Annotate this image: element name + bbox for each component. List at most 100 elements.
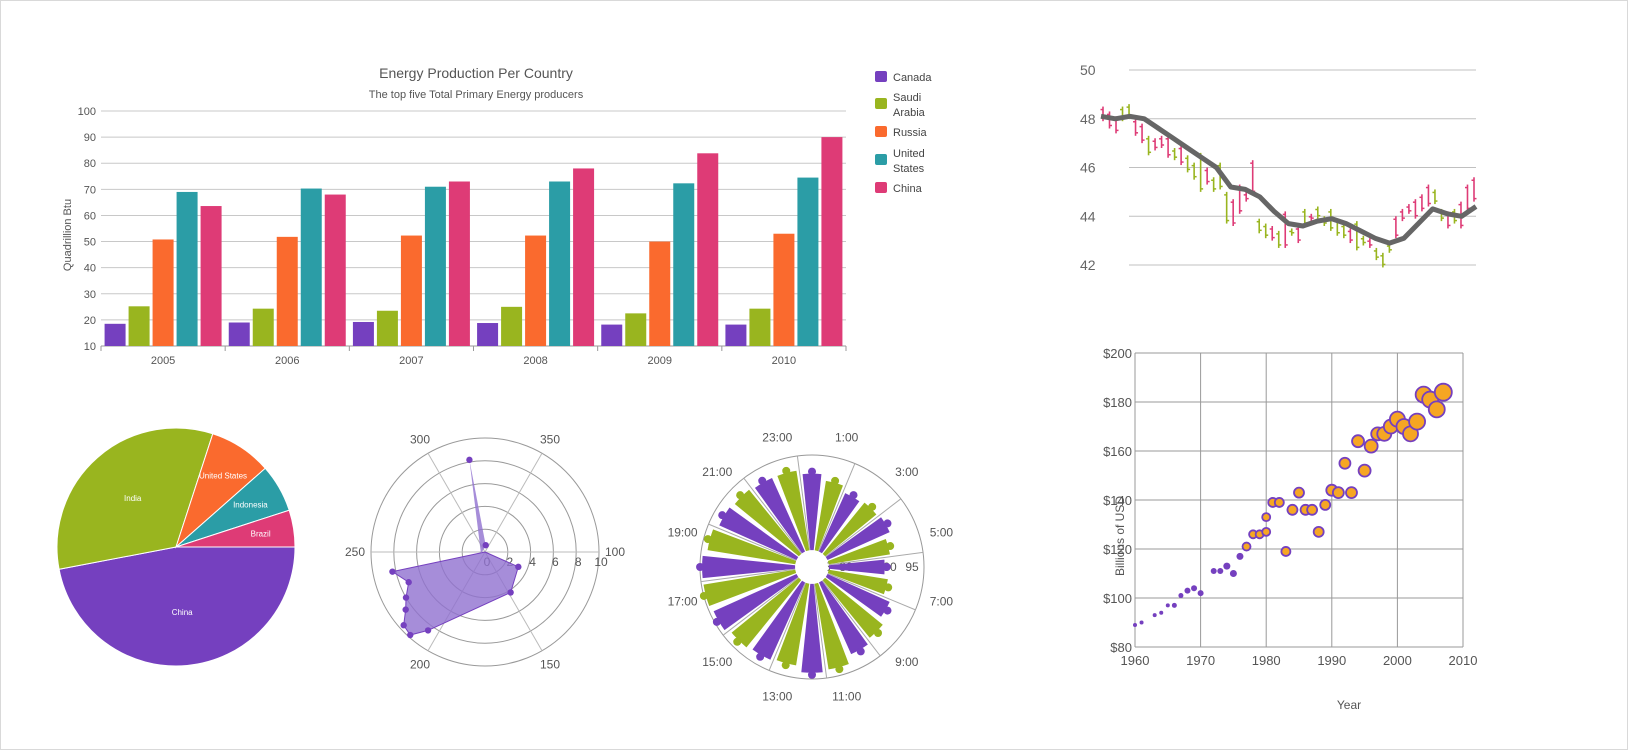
pie-slice-label: Brazil xyxy=(251,530,271,539)
polar-point xyxy=(507,589,514,596)
bubble-point xyxy=(1210,568,1217,575)
bar-saudi-arabia xyxy=(376,310,398,346)
radial-bar-dot xyxy=(882,563,891,571)
radial-bar-dot xyxy=(696,563,705,571)
bubble-point xyxy=(1345,486,1358,500)
pie-chart: China India United States Indonesia Brazil xyxy=(56,427,296,667)
bubble-point xyxy=(1159,610,1164,615)
bar-united-states xyxy=(673,183,695,346)
radial-bar-dot xyxy=(703,535,712,544)
hour-tick-label: 17:00 xyxy=(668,595,698,609)
x-tick-label: 2008 xyxy=(523,355,547,367)
radial-spoke xyxy=(743,477,803,554)
bar-saudi-arabia xyxy=(749,308,771,346)
y-tick-label: 30 xyxy=(84,289,96,301)
bar-russia xyxy=(649,241,671,346)
y-tick-label: $120 xyxy=(1103,542,1132,557)
y-tick-label: 100 xyxy=(78,106,96,118)
bar-united-states xyxy=(176,191,198,346)
bar-china xyxy=(200,206,222,346)
x-tick-label: 2006 xyxy=(275,355,299,367)
bar-united-states xyxy=(549,181,571,346)
bubble-point xyxy=(1319,498,1332,511)
legend-label: Russia xyxy=(893,127,928,139)
y-tick-label: 10 xyxy=(84,341,96,353)
hour-tick-label: 3:00 xyxy=(895,465,919,479)
x-tick-label: 1970 xyxy=(1186,653,1215,668)
bar-saudi-arabia xyxy=(501,306,523,346)
radial-bar xyxy=(827,569,888,595)
pie-slice-label: India xyxy=(124,494,142,503)
radial-bar xyxy=(828,559,885,575)
radial-tick-label: 8 xyxy=(575,555,582,569)
hour-tick-label: 23:00 xyxy=(762,431,792,445)
radial-spoke xyxy=(825,498,902,558)
legend-label: Canada xyxy=(893,72,932,84)
x-tick-label: 2000 xyxy=(1383,653,1412,668)
radial-bar xyxy=(814,582,849,670)
trend-line xyxy=(1100,113,1478,246)
y-tick-label: 46 xyxy=(1080,160,1096,176)
pie-slice-brazil xyxy=(175,509,296,548)
radial-spoke xyxy=(813,583,828,679)
bubble-point xyxy=(1433,382,1453,402)
radial-bar xyxy=(822,502,877,557)
hour-tick-label: 15:00 xyxy=(702,655,732,669)
radial-bar xyxy=(776,582,810,666)
x-tick-label: 2010 xyxy=(1449,653,1478,668)
bar-russia xyxy=(400,235,422,346)
bubble-chart: Year Billions of USD $80 $100 $120 $140 $160… xyxy=(1103,346,1478,712)
radial-bar-dot xyxy=(736,491,745,500)
polar-point xyxy=(424,627,432,634)
radial-bar-chart: 1:00 3:00 5:00 7:00 9:00 11:00 13:00 15:00 17:00… xyxy=(668,431,954,704)
pie-slice-china xyxy=(58,546,296,667)
chart-title: Energy Production Per Country xyxy=(379,65,573,81)
bubble-point xyxy=(1197,590,1204,597)
bubble-point xyxy=(1286,503,1299,516)
bar-saudi-arabia xyxy=(128,306,150,346)
radial-center xyxy=(796,551,828,583)
hour-tick-label: 1:00 xyxy=(835,431,859,445)
radial-bar xyxy=(731,577,802,648)
hour-tick-label: 9:00 xyxy=(895,655,919,669)
radial-bar xyxy=(825,517,890,561)
bubble-point xyxy=(1229,570,1237,577)
bubble-point xyxy=(1293,486,1305,499)
radial-bar-dot xyxy=(758,476,767,485)
y-tick-label: $160 xyxy=(1103,444,1132,459)
bar-canada xyxy=(601,324,623,346)
y-tick-label: 44 xyxy=(1080,208,1096,224)
radial-bar-dot xyxy=(884,583,893,592)
polar-spoke xyxy=(484,453,543,553)
polar-point xyxy=(402,606,409,613)
radial-bar-dot xyxy=(756,652,765,661)
y-tick-label: $100 xyxy=(1103,591,1132,606)
legend-label: United States xyxy=(893,148,928,175)
polar-area-shape xyxy=(391,551,519,636)
radial-bar xyxy=(777,470,810,552)
radial-bar-dot xyxy=(808,467,816,476)
polar-spoke xyxy=(427,453,486,553)
bubble-point xyxy=(1217,568,1224,575)
pie-slice-label: China xyxy=(172,608,193,617)
polar-area-spike xyxy=(469,459,486,554)
bar-canada xyxy=(725,324,747,346)
x-tick-label: 2007 xyxy=(399,355,423,367)
bubble-point xyxy=(1408,412,1426,431)
bar-canada xyxy=(104,323,126,346)
bar-russia xyxy=(152,239,174,346)
radial-tick-label: 6 xyxy=(552,555,559,569)
radial-bar-dot xyxy=(883,519,892,528)
bar-united-states xyxy=(424,186,446,346)
radial-bar xyxy=(801,583,823,673)
y-tick-label: 60 xyxy=(84,210,96,222)
pie-slice-label: Indonesia xyxy=(233,501,268,510)
hour-tick-label: 7:00 xyxy=(930,595,954,609)
radial-spoke xyxy=(708,523,797,561)
bar-canada xyxy=(228,322,250,346)
radial-bar xyxy=(818,580,868,655)
grouped-bar-chart: Energy Production Per Country The top fi… xyxy=(62,65,932,367)
hour-tick-label: 13:00 xyxy=(762,689,792,703)
bar-canada xyxy=(352,321,374,346)
bubble-point xyxy=(1165,603,1170,608)
